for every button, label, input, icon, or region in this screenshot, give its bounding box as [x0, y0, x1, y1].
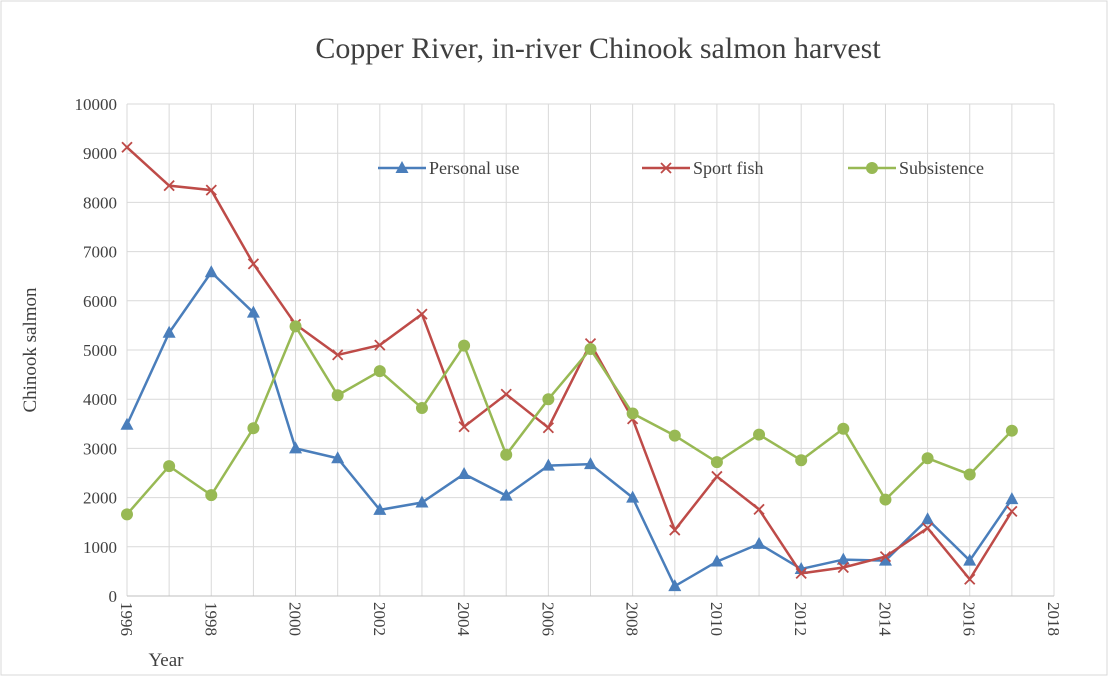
y-tick-label: 0	[109, 587, 118, 606]
point	[668, 579, 682, 592]
point	[247, 258, 260, 270]
y-tick-label: 5000	[83, 341, 117, 360]
point	[121, 141, 133, 153]
point	[626, 407, 639, 420]
point	[711, 470, 723, 483]
x-tick-label: 2010	[707, 602, 726, 636]
point	[415, 402, 428, 415]
y-tick-label: 9000	[83, 144, 117, 163]
point	[204, 265, 218, 278]
x-axis-label: Year	[148, 650, 184, 671]
point	[289, 441, 303, 454]
point	[795, 567, 807, 580]
point	[458, 339, 471, 352]
y-tick-label: 7000	[83, 243, 117, 262]
point	[626, 490, 640, 503]
point	[205, 489, 218, 502]
x-tick-label: 2000	[286, 602, 305, 636]
point	[500, 388, 512, 400]
point	[921, 512, 935, 525]
point	[837, 561, 849, 574]
point	[753, 428, 766, 441]
point	[1006, 505, 1018, 518]
point	[416, 308, 428, 320]
point	[879, 493, 892, 506]
legend-marker	[866, 162, 878, 174]
point	[121, 508, 133, 521]
point	[921, 522, 934, 534]
x-tick-label: 1998	[201, 602, 220, 636]
point	[921, 452, 934, 465]
point	[669, 524, 681, 536]
point	[247, 422, 260, 435]
point	[289, 320, 302, 333]
point	[668, 429, 681, 442]
x-tick-label: 1996	[117, 602, 136, 636]
y-tick-label: 6000	[83, 292, 117, 311]
legend-marker	[395, 161, 409, 173]
y-tick-label: 8000	[83, 193, 117, 212]
legend-label: Personal use	[429, 158, 519, 178]
point	[753, 503, 765, 516]
legend-label: Subsistence	[899, 158, 984, 178]
point	[710, 456, 723, 469]
point	[246, 305, 260, 318]
point	[163, 460, 176, 473]
point	[331, 451, 345, 464]
x-tick-label: 2006	[538, 602, 557, 636]
point	[458, 421, 470, 433]
legend-marker	[660, 162, 672, 174]
x-tick-label: 2016	[960, 602, 979, 636]
x-tick-label: 2012	[791, 602, 810, 636]
y-tick-label: 10000	[75, 95, 118, 114]
point	[120, 417, 134, 430]
line	[126, 146, 1013, 582]
point	[542, 422, 555, 434]
point	[963, 468, 976, 481]
point	[332, 349, 344, 361]
point	[205, 184, 217, 196]
chart-title: Copper River, in-river Chinook salmon ha…	[315, 32, 881, 65]
x-tick-label: 2004	[454, 602, 473, 637]
x-tick-label: 2002	[370, 602, 389, 636]
point	[162, 325, 176, 338]
point	[584, 343, 597, 356]
point	[499, 488, 513, 501]
point	[500, 448, 513, 461]
point	[752, 536, 766, 549]
point	[1005, 492, 1019, 505]
point	[795, 454, 808, 467]
point	[331, 389, 344, 402]
y-tick-label: 3000	[83, 439, 117, 458]
point	[542, 393, 555, 406]
point	[373, 365, 386, 378]
y-tick-label: 2000	[83, 489, 117, 508]
point	[964, 573, 976, 585]
point	[710, 554, 724, 567]
point	[836, 552, 850, 565]
point	[373, 502, 387, 515]
point	[879, 551, 892, 563]
y-tick-label: 4000	[83, 390, 117, 409]
point	[878, 553, 892, 566]
point	[837, 422, 850, 435]
point	[1005, 424, 1018, 437]
point	[374, 339, 386, 351]
point	[163, 180, 175, 192]
legend-label: Sport fish	[693, 158, 764, 178]
y-axis-label: Chinook salmon	[20, 287, 41, 413]
x-tick-label: 2008	[623, 602, 642, 636]
x-tick-label: 2014	[875, 602, 894, 637]
point	[457, 466, 471, 479]
point	[963, 553, 977, 566]
point	[415, 495, 429, 508]
point	[584, 457, 597, 470]
line	[126, 323, 1013, 516]
point	[541, 458, 555, 471]
x-tick-label: 2018	[1044, 602, 1063, 636]
y-tick-label: 1000	[83, 538, 117, 557]
